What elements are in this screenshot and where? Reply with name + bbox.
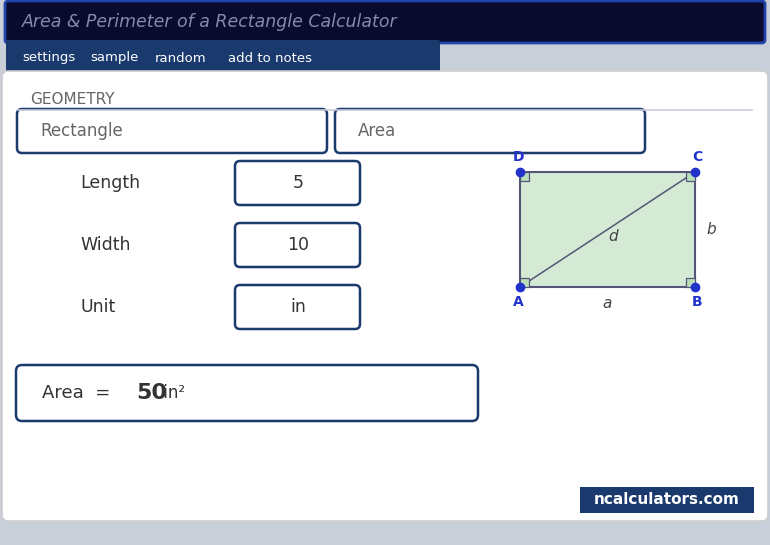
Text: A: A	[513, 295, 524, 309]
Text: a: a	[603, 295, 612, 311]
FancyBboxPatch shape	[17, 109, 327, 153]
Text: C: C	[692, 150, 702, 164]
FancyBboxPatch shape	[235, 285, 360, 329]
Bar	[686, 278, 695, 287]
Text: sample: sample	[90, 51, 138, 64]
Text: Unit: Unit	[80, 298, 116, 316]
Text: Length: Length	[80, 174, 140, 192]
Text: random: random	[156, 51, 207, 64]
Text: D: D	[512, 150, 524, 164]
Text: in²: in²	[158, 384, 185, 402]
Bar	[520, 278, 529, 287]
FancyBboxPatch shape	[5, 1, 765, 43]
Text: ncalculators.com: ncalculators.com	[594, 493, 740, 507]
Text: 10: 10	[287, 236, 309, 254]
Text: add to notes: add to notes	[229, 51, 313, 64]
Text: Width: Width	[80, 236, 130, 254]
Text: d: d	[608, 229, 618, 244]
FancyBboxPatch shape	[235, 223, 360, 267]
Text: b: b	[706, 222, 716, 237]
Text: Area: Area	[358, 122, 397, 140]
Text: settings: settings	[22, 51, 75, 64]
FancyBboxPatch shape	[235, 161, 360, 205]
Text: 50: 50	[136, 383, 167, 403]
FancyBboxPatch shape	[16, 365, 478, 421]
Text: B: B	[691, 295, 702, 309]
Bar	[520, 172, 529, 181]
Text: GEOMETRY: GEOMETRY	[30, 92, 115, 106]
Text: Area  =: Area =	[42, 384, 116, 402]
Bar	[686, 172, 695, 181]
FancyBboxPatch shape	[6, 40, 440, 76]
Bar	[580, 487, 754, 513]
Text: 5: 5	[293, 174, 303, 192]
Bar	[520, 172, 695, 287]
Text: Rectangle: Rectangle	[40, 122, 122, 140]
Text: in: in	[290, 298, 306, 316]
Text: Area & Perimeter of a Rectangle Calculator: Area & Perimeter of a Rectangle Calculat…	[22, 13, 397, 31]
FancyBboxPatch shape	[2, 71, 768, 521]
FancyBboxPatch shape	[335, 109, 645, 153]
